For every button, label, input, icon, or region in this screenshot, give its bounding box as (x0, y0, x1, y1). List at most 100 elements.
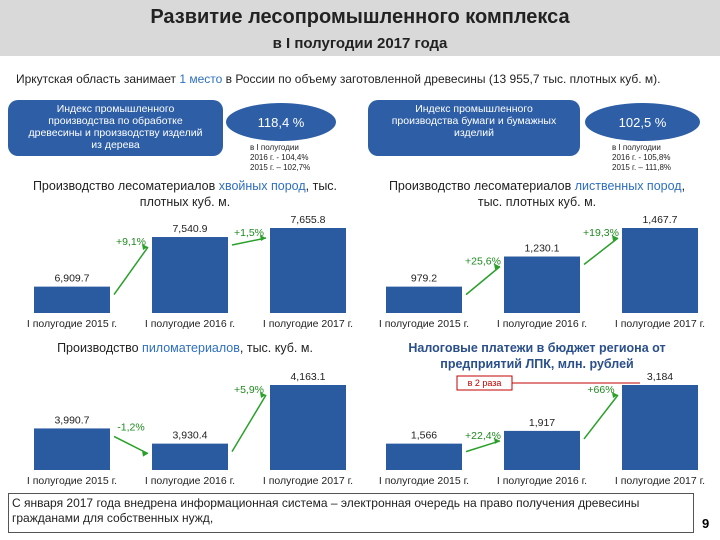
value-label: 3,990.7 (54, 414, 89, 426)
chart-title: Производство лесоматериалов хвойных поро… (30, 178, 340, 210)
value-label: 1,230.1 (524, 243, 559, 255)
chart-title-text: Производство лесоматериалов (388, 179, 575, 193)
chart-title: Производство пиломатериалов, тыс. куб. м… (30, 340, 340, 356)
chart-title-text: , тыс. плотных куб. м. (477, 179, 686, 209)
bar (504, 430, 580, 470)
note-box (456, 375, 513, 391)
chart-title-text: Производство лесоматериалов (32, 179, 219, 193)
index-note: в I полугодии (250, 143, 299, 152)
index-box (8, 100, 223, 156)
x-tick-label: I полугодие 2015 г. (27, 475, 117, 487)
growth-arrow (231, 394, 267, 453)
growth-arrow (583, 237, 619, 266)
growth-label: +5,9% (234, 384, 264, 396)
x-tick-label: I полугодие 2015 г. (379, 318, 469, 330)
growth-label: -1,2% (117, 421, 144, 433)
chart-title-highlight: лиственных пород (574, 179, 682, 193)
index-value: 102,5 % (619, 115, 667, 130)
chart-title-highlight: пиломатериалов (142, 341, 240, 355)
subtitle: в I полугодии 2017 года (272, 35, 448, 52)
bar (152, 443, 228, 470)
growth-arrowhead (494, 437, 500, 444)
index-label: Индекс промышленного (57, 103, 175, 115)
value-label: 3,930.4 (172, 430, 207, 442)
growth-arrow (113, 246, 149, 296)
growth-arrowhead (494, 263, 500, 270)
index-note: 2015 г. – 102,7% (250, 163, 310, 172)
bar (34, 428, 110, 470)
growth-label: +25,6% (465, 256, 501, 268)
growth-arrowhead (612, 235, 618, 241)
footer-line: гражданами для собственных нужд, (12, 511, 214, 525)
intro-text: в России по объему заготовленной древеси… (222, 72, 661, 86)
footer-box (8, 493, 694, 533)
bar (386, 286, 462, 313)
x-tick-label: I полугодие 2016 г. (497, 475, 587, 487)
chart-title-highlight: хвойных пород (218, 179, 306, 193)
growth-arrow (231, 237, 267, 246)
value-label: 1,566 (411, 430, 437, 442)
x-tick-label: I полугодие 2017 г. (263, 318, 353, 330)
x-tick-label: I полугодие 2016 г. (145, 318, 235, 330)
chart-title-text: , тыс. плотных куб. м. (139, 179, 338, 209)
growth-arrow (113, 435, 149, 455)
index-note: в I полугодии (612, 143, 661, 152)
value-label: 4,163.1 (290, 371, 325, 383)
title: Развитие лесопромышленного комплекса (150, 6, 570, 28)
value-label: 3,184 (647, 371, 673, 383)
index-value: 118,4 % (258, 115, 305, 130)
page-number: 9 (702, 516, 710, 531)
x-tick-label: I полугодие 2015 г. (379, 475, 469, 487)
index-value-box (585, 103, 700, 141)
value-label: 7,540.9 (172, 223, 207, 235)
growth-label: +19,3% (583, 227, 619, 239)
growth-arrow (583, 394, 619, 440)
index-label: Индекс промышленного (415, 103, 533, 115)
bar (34, 286, 110, 313)
x-tick-label: I полугодие 2017 г. (263, 475, 353, 487)
index-label: из дерева (91, 139, 140, 151)
header-band (0, 0, 720, 56)
x-tick-label: I полугодие 2017 г. (615, 475, 705, 487)
index-box (368, 100, 580, 156)
bar (386, 443, 462, 470)
index-label: производства по обработке (48, 115, 183, 127)
intro-text: Иркутская область занимает (16, 72, 180, 86)
bar (504, 256, 580, 313)
growth-arrowhead (142, 244, 148, 251)
growth-arrowhead (260, 235, 266, 241)
bar (270, 228, 346, 313)
growth-label: +9,1% (116, 236, 146, 248)
growth-arrow (465, 265, 501, 296)
x-tick-label: I полугодие 2017 г. (615, 318, 705, 330)
note-label: в 2 раза (468, 378, 502, 388)
index-label: производства бумаги и бумажных (392, 115, 557, 127)
x-tick-label: I полугодие 2016 г. (145, 475, 235, 487)
bar (622, 385, 698, 470)
bar (622, 228, 698, 313)
index-note: 2015 г. – 111,8% (612, 163, 671, 172)
growth-arrow (465, 440, 501, 453)
x-tick-label: I полугодие 2015 г. (27, 318, 117, 330)
index-note: 2016 г. - 104,4% (250, 153, 308, 162)
footer-line: С января 2017 года внедрена информационн… (12, 496, 640, 510)
bar (152, 237, 228, 313)
chart-title: Налоговые платежи в бюджет региона от пр… (408, 341, 666, 371)
value-label: 7,655.8 (290, 214, 325, 226)
x-tick-label: I полугодие 2016 г. (497, 318, 587, 330)
growth-arrowhead (260, 392, 266, 398)
index-note: 2016 г. - 105,8% (612, 153, 670, 162)
value-label: 1,467.7 (642, 214, 677, 226)
growth-label: +66% (587, 384, 614, 396)
growth-label: +1,5% (234, 227, 264, 239)
growth-label: +22,4% (465, 430, 501, 442)
chart-title-text: Производство (57, 341, 143, 355)
value-label: 6,909.7 (54, 273, 89, 285)
index-value-box (226, 103, 336, 141)
value-label: 979.2 (411, 273, 437, 285)
chart-title-text: , тыс. куб. м. (239, 341, 313, 355)
growth-arrowhead (142, 450, 148, 457)
value-label: 1,917 (529, 417, 555, 429)
